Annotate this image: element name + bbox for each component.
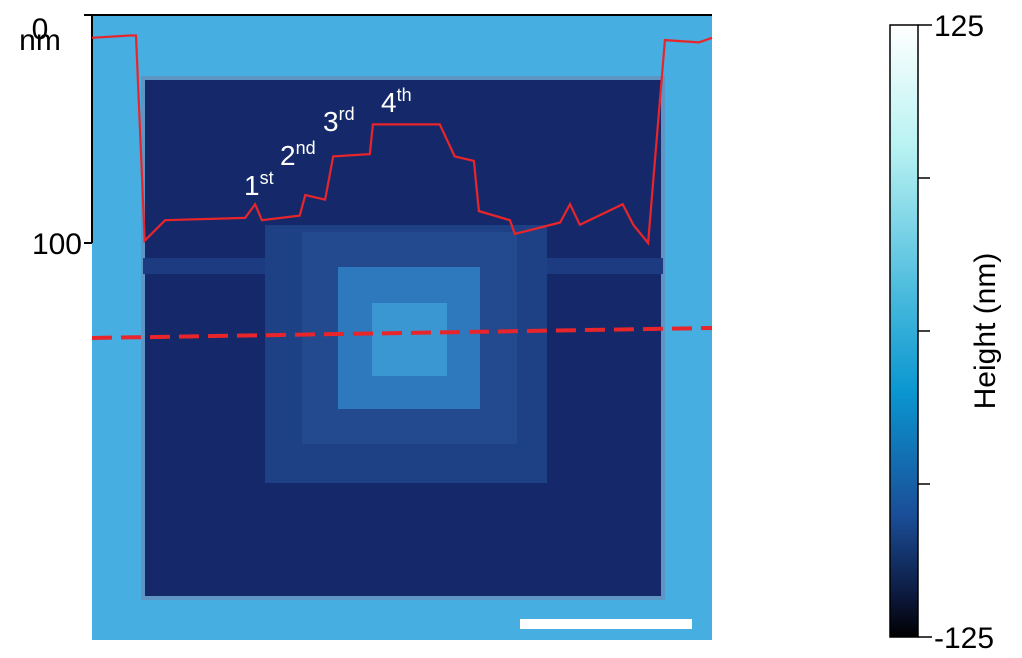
step-number: 1 bbox=[244, 170, 260, 201]
step-suffix: th bbox=[397, 85, 412, 105]
step-number: 3 bbox=[323, 106, 339, 137]
colorbar-title: Height (nm) bbox=[969, 253, 1002, 410]
afm-image bbox=[92, 15, 712, 640]
y-tick-label: 0 bbox=[32, 13, 49, 46]
step-suffix: rd bbox=[339, 104, 355, 124]
step-suffix: st bbox=[260, 168, 274, 188]
colorbar-tick-label: 125 bbox=[934, 10, 984, 43]
figure: nm 0100 1st2nd3rd4th Height (nm) 125-125 bbox=[0, 0, 1022, 653]
colorbar-tick-label: -125 bbox=[934, 622, 994, 653]
step-number: 4 bbox=[381, 87, 397, 118]
step-number: 2 bbox=[280, 140, 296, 171]
step-suffix: nd bbox=[296, 138, 316, 158]
colorbar: Height (nm) 125 -125 bbox=[890, 10, 1002, 653]
y-tick-label: 100 bbox=[32, 228, 82, 261]
